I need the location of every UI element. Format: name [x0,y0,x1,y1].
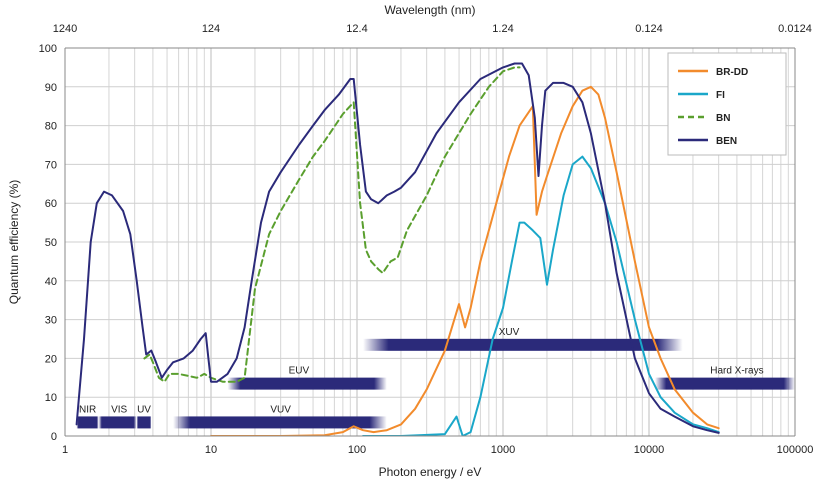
legend-label: BEN [716,136,737,147]
y-tick-label: 10 [45,392,57,404]
chart-series [75,62,720,436]
series-line-bn [143,66,521,383]
band-label: Hard X-rays [710,366,763,377]
x-tick-label: 1000 [491,444,515,456]
y-tick-label: 70 [45,159,57,171]
top-tick-label: 1.24 [492,23,513,35]
y-tick-label: 40 [45,276,57,288]
top-tick-label: 1240 [53,23,77,35]
band-bar [173,416,387,429]
band-bar [136,416,152,429]
band-label: EUV [289,366,310,377]
band-bar [76,416,99,429]
spectral-bands: NIR VIS UV VUV EUV XUV Hard X-rays [76,327,795,429]
band-label: NIR [79,404,96,415]
y-tick-label: 30 [45,315,57,327]
top-tick-label: 124 [202,23,220,35]
series-line-br-dd [210,85,720,436]
chart-legend: BR-DD FI BN BEN [667,52,787,156]
legend-label: BR-DD [716,67,748,78]
top-tick-label: 0.124 [635,23,663,35]
x-tick-label: 10 [205,444,217,456]
chart-grid [64,47,795,437]
top-tick-label: 12.4 [346,23,367,35]
x-axis-label: Photon energy / eV [379,465,482,479]
y-tick-label: 100 [39,43,57,55]
series-line-fi [362,155,720,436]
y-tick-label: 60 [45,198,57,210]
band-label: XUV [499,327,520,338]
x-tick-label: 100 [348,444,366,456]
band-label: VIS [111,404,127,415]
top-tick-label: 0.0124 [778,23,812,35]
legend-label: FI [716,90,725,101]
band-bar [227,377,387,390]
series-line-ben [75,62,720,434]
y-tick-label: 80 [45,121,57,133]
y-tick-label: 20 [45,353,57,365]
band-bar [98,416,137,429]
y-tick-label: 0 [51,431,57,443]
y-tick-label: 50 [45,237,57,249]
band-label: UV [137,404,151,415]
legend-label: BN [716,113,730,124]
band-label: VUV [270,404,291,415]
top-axis-label: Wavelength (nm) [385,3,476,17]
x-tick-label: 10000 [634,444,665,456]
x-tick-label: 100000 [777,444,814,456]
y-tick-label: 90 [45,82,57,94]
band-bar [655,377,795,390]
band-bar [363,338,683,351]
x-tick-label: 1 [62,444,68,456]
y-axis-label: Quantum efficiency (%) [7,180,21,305]
